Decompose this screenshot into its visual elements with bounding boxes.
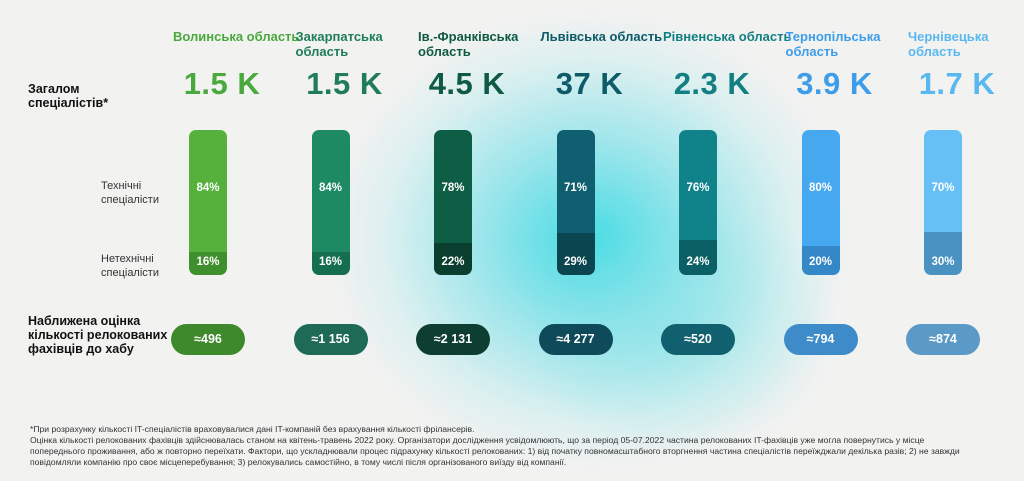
relocated-pill: ≈520 — [661, 324, 735, 355]
technical-percent-label: 80% — [808, 182, 833, 194]
technical-percent-label: 84% — [318, 182, 343, 194]
region-name: Чернівецька область — [908, 29, 989, 59]
total-value: 37 K — [555, 66, 624, 101]
total-value: 1.5 K — [306, 66, 383, 101]
nontechnical-segment — [556, 232, 595, 275]
technical-percent-label: 70% — [931, 182, 955, 194]
technical-segment — [801, 130, 840, 246]
nontechnical-segment — [189, 251, 227, 275]
footnote-line: повідомляли компанію про своє місцепереб… — [30, 457, 567, 467]
nontechnical-percent-label: 30% — [931, 256, 955, 268]
nontechnical-segment — [679, 240, 717, 275]
technical-percent-label: 71% — [563, 182, 588, 194]
stacked-bar: 78% 22% — [434, 130, 472, 275]
nontechnical-percent-label: 16% — [196, 256, 220, 268]
total-value: 3.9 K — [796, 66, 873, 101]
technical-percent-label: 76% — [686, 182, 710, 194]
total-value: 4.5 K — [428, 66, 506, 101]
technical-segment — [189, 130, 227, 252]
footnote-line: *При розрахунку кількості IT-спеціалісті… — [30, 424, 475, 434]
footnote-line: попереднього проживання, або ж повторно … — [30, 446, 960, 456]
nontechnical-label: Нетехнічні спеціалісти — [101, 253, 159, 279]
technical-segment — [924, 130, 962, 232]
region-name: Львівська область — [540, 29, 663, 44]
relocated-pill: ≈496 — [171, 324, 245, 355]
nontechnical-segment — [801, 246, 840, 275]
total-value: 2.3 K — [673, 66, 751, 101]
nontechnical-segment — [924, 231, 962, 275]
nontechnical-segment — [434, 243, 472, 275]
region-name: Рівненська область — [663, 29, 792, 44]
technical-segment — [311, 130, 350, 252]
technical-segment — [679, 130, 717, 241]
region-name: Волинська область — [173, 29, 300, 44]
stacked-bar: 71% 29% — [556, 130, 595, 275]
technical-label: Технічні спеціалісти — [101, 180, 159, 206]
total-specialists-label: Загалом спеціалістів* — [28, 82, 109, 110]
stacked-bar: 84% 16% — [311, 130, 350, 275]
technical-percent-label: 84% — [196, 182, 220, 194]
stacked-bar: 84% 16% — [189, 130, 227, 275]
total-value: 1.7 K — [918, 66, 996, 101]
stacked-bar: 70% 30% — [924, 130, 962, 275]
nontechnical-percent-label: 20% — [808, 256, 833, 268]
nontechnical-percent-label: 22% — [441, 256, 465, 268]
nontechnical-segment — [311, 251, 350, 275]
relocated-pill: ≈794 — [783, 324, 858, 355]
relocated-pill: ≈4 277 — [538, 324, 613, 355]
region-name: Закарпатська область — [295, 29, 383, 59]
technical-percent-label: 78% — [441, 182, 465, 194]
stacked-bar: 76% 24% — [679, 130, 717, 275]
technical-segment — [556, 130, 595, 233]
nontechnical-percent-label: 24% — [686, 256, 710, 268]
total-value: 1.5 K — [183, 66, 261, 101]
technical-segment — [434, 130, 472, 244]
nontechnical-percent-label: 29% — [563, 256, 588, 268]
footnote: *При розрахунку кількості IT-спеціалісті… — [30, 424, 1000, 468]
stacked-bar: 80% 20% — [801, 130, 840, 275]
relocated-pill: ≈2 131 — [416, 324, 490, 355]
footnote-line: Оцінка кількості релокованих фахівців зд… — [30, 435, 925, 445]
nontechnical-percent-label: 16% — [318, 256, 343, 268]
relocated-pill: ≈874 — [906, 324, 980, 355]
region-name: Тернопільська область — [785, 29, 881, 59]
region-name: Ів.-Франківська область — [418, 29, 519, 59]
relocated-pill: ≈1 156 — [293, 324, 368, 355]
relocated-label: Наближена оцінка кількості релокованих ф… — [28, 314, 168, 356]
